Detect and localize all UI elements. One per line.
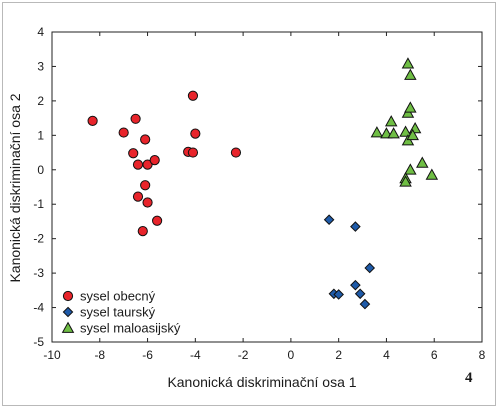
data-point-series-1 — [187, 90, 199, 101]
data-point-series-1 — [230, 147, 242, 158]
x-tick-label: -8 — [94, 348, 105, 362]
x-tick-label: 6 — [431, 348, 438, 362]
data-point-series-1 — [142, 197, 153, 208]
data-point-series-3 — [404, 101, 417, 113]
y-tick-label: -3 — [33, 266, 44, 280]
x-tick-label: 4 — [383, 348, 390, 362]
x-tick-label: 2 — [335, 348, 342, 362]
data-point-series-3 — [404, 68, 417, 80]
data-point-series-2 — [364, 262, 376, 274]
x-tick-label: -10 — [43, 348, 61, 362]
y-tick-label: -2 — [33, 232, 44, 246]
y-tick-label: 4 — [37, 25, 44, 39]
y-tick-label: -5 — [33, 335, 44, 349]
data-point-series-3 — [425, 168, 439, 180]
y-tick-label: 3 — [37, 59, 44, 73]
data-point-series-3 — [399, 175, 412, 187]
y-tick-label: 2 — [37, 94, 44, 108]
data-point-series-1 — [152, 215, 163, 226]
data-point-series-1 — [118, 127, 129, 138]
data-point-series-1 — [140, 134, 151, 145]
data-point-series-3 — [384, 115, 398, 127]
data-point-series-2 — [333, 289, 344, 300]
data-point-series-2 — [323, 214, 335, 226]
data-point-series-3 — [404, 163, 417, 175]
data-point-series-1 — [142, 159, 153, 170]
figure-frame — [2, 2, 496, 406]
legend-marker-2 — [62, 306, 74, 318]
y-tick-label: -1 — [33, 197, 44, 211]
data-point-series-1 — [128, 148, 139, 159]
y-axis-label: Kanonická diskriminační osa 2 — [7, 93, 23, 282]
data-point-series-1 — [132, 191, 144, 202]
data-point-series-2 — [359, 298, 371, 310]
data-point-series-3 — [399, 125, 412, 137]
y-tick-label: 0 — [37, 163, 44, 177]
data-point-series-3 — [370, 126, 384, 138]
data-point-series-2 — [350, 279, 361, 291]
data-point-series-1 — [87, 115, 98, 126]
plot-area — [51, 31, 483, 343]
legend-label-1: sysel obecný — [80, 289, 156, 304]
y-tick-label: 1 — [37, 128, 44, 142]
figure-number: 4 — [465, 370, 473, 386]
x-tick-label: -4 — [190, 348, 201, 362]
data-point-series-1 — [137, 225, 148, 237]
x-tick-label: -2 — [238, 348, 249, 362]
x-tick-label: 8 — [479, 348, 486, 362]
x-axis-label: Kanonická diskriminační osa 1 — [167, 374, 356, 390]
data-point-series-1 — [187, 147, 199, 158]
data-point-series-3 — [408, 122, 422, 134]
x-tick-label: 0 — [288, 348, 295, 362]
data-point-series-2 — [350, 221, 361, 232]
data-point-series-3 — [416, 156, 429, 168]
data-point-series-3 — [406, 128, 419, 141]
y-tick-label: -4 — [33, 301, 44, 315]
data-point-series-1 — [132, 159, 144, 170]
data-point-series-1 — [149, 155, 160, 166]
data-point-series-1 — [130, 113, 141, 124]
data-point-series-2 — [354, 288, 366, 300]
legend-marker-1 — [62, 290, 74, 302]
legend-label-3: sysel maloasijský — [80, 321, 181, 336]
legend-marker-3 — [61, 321, 75, 333]
data-point-series-1 — [190, 128, 201, 139]
x-tick-label: -6 — [142, 348, 153, 362]
data-point-series-3 — [387, 127, 400, 139]
data-point-series-3 — [401, 57, 415, 69]
data-point-series-1 — [140, 180, 151, 191]
legend-label-2: sysel taurský — [80, 305, 156, 320]
